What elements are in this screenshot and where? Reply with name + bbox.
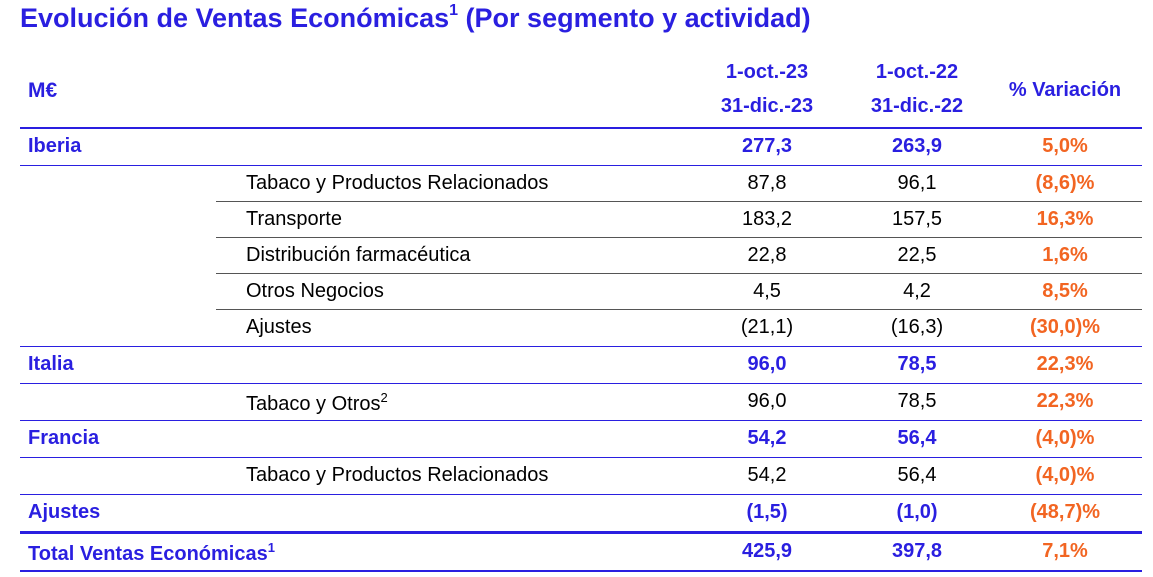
row-label-text: Distribución farmacéutica	[246, 244, 471, 266]
row-label-text: Tabaco y Productos Relacionados	[246, 172, 549, 194]
value-current: 425,9	[741, 540, 793, 562]
value-current: 183,2	[741, 208, 793, 230]
row-divider	[216, 237, 1142, 238]
title-text: Evolución de Ventas Económicas	[20, 3, 450, 33]
row-label-text: Total Ventas Económicas	[28, 543, 268, 565]
title-footnote-marker: 1	[449, 2, 459, 19]
value-prior: 96,1	[897, 172, 937, 194]
value-prior: 263,9	[891, 135, 943, 157]
value-prior: 78,5	[897, 353, 937, 375]
activity-row: Tabaco y Otros2 96,0 78,5 22,3%	[20, 384, 1142, 421]
value-variation: 22,3%	[1036, 390, 1094, 412]
row-label: Transporte	[246, 208, 342, 231]
value-prior: (16,3)	[890, 316, 944, 338]
row-label-text: Iberia	[28, 135, 82, 157]
activity-row: Transporte 183,2 157,5 16,3%	[20, 202, 1142, 238]
sales-table: M€ 1-oct.-23 31-dic.-23 1-oct.-22 31-dic…	[20, 55, 1142, 572]
row-label: Otros Negocios	[246, 280, 384, 303]
unit-label: M€	[28, 79, 58, 102]
row-label-text: Francia	[28, 427, 100, 449]
row-label-text: Ajustes	[28, 501, 101, 523]
period2-end: 31-dic.-22	[870, 95, 964, 117]
row-label-text: Tabaco y Productos Relacionados	[246, 464, 549, 486]
value-current: (1,5)	[746, 501, 788, 523]
row-label: Ajustes	[246, 316, 312, 339]
activity-row: Tabaco y Productos Relacionados 54,2 56,4 (…	[20, 458, 1142, 495]
value-current: 54,2	[747, 427, 787, 449]
value-prior: 78,5	[897, 390, 937, 412]
value-current: 96,0	[747, 353, 787, 375]
value-prior: 4,2	[903, 280, 931, 302]
row-label: Tabaco y Otros2	[246, 390, 388, 416]
value-variation: (30,0)%	[1029, 316, 1101, 338]
activity-row: Distribución farmacéutica 22,8 22,5 1,6%	[20, 238, 1142, 274]
value-variation: 5,0%	[1042, 135, 1088, 157]
value-prior: 397,8	[891, 540, 943, 562]
row-label: Italia	[28, 353, 74, 376]
row-label: Distribución farmacéutica	[246, 244, 471, 267]
variation-header: % Variación	[1008, 79, 1122, 101]
value-prior: 22,5	[897, 244, 937, 266]
row-label-text: Ajustes	[246, 316, 312, 338]
activity-row: Otros Negocios 4,5 4,2 8,5%	[20, 274, 1142, 310]
footnote-marker: 1	[267, 540, 275, 555]
value-variation: 7,1%	[1042, 540, 1088, 562]
value-current: 277,3	[741, 135, 793, 157]
segment-row: Iberia 277,3 263,9 5,0%	[20, 129, 1142, 166]
activity-row: Ajustes (21,1) (16,3) (30,0)%	[20, 310, 1142, 347]
value-variation: (4,0)%	[1035, 427, 1095, 449]
row-label: Iberia	[28, 135, 81, 158]
value-prior: 56,4	[897, 464, 937, 486]
row-label: Tabaco y Productos Relacionados	[246, 464, 548, 487]
value-current: 54,2	[747, 464, 787, 486]
row-label-text: Tabaco y Otros	[246, 393, 381, 415]
value-current: (21,1)	[740, 316, 794, 338]
table-header: M€ 1-oct.-23 31-dic.-23 1-oct.-22 31-dic…	[20, 55, 1142, 129]
value-current: 4,5	[753, 280, 781, 302]
segment-row: Total Ventas Económicas1 425,9 397,8 7,1%	[20, 532, 1142, 572]
row-divider	[216, 201, 1142, 202]
row-label: Total Ventas Económicas1	[28, 540, 275, 566]
row-divider	[216, 273, 1142, 274]
row-label: Francia	[28, 427, 99, 450]
value-prior: 56,4	[897, 427, 937, 449]
value-variation: (4,0)%	[1035, 464, 1095, 486]
row-label-text: Italia	[28, 353, 74, 375]
page-title: Evolución de Ventas Económicas1 (Por seg…	[20, 2, 811, 34]
footnote-marker: 2	[380, 390, 388, 405]
period1-end: 31-dic.-23	[720, 95, 814, 117]
row-label: Ajustes	[28, 501, 100, 524]
row-label-text: Transporte	[246, 208, 342, 230]
value-variation: (8,6)%	[1035, 172, 1095, 194]
value-prior: (1,0)	[896, 501, 938, 523]
period1-start: 1-oct.-23	[725, 61, 809, 83]
segment-row: Italia 96,0 78,5 22,3%	[20, 347, 1142, 384]
value-variation: 16,3%	[1036, 208, 1094, 230]
value-current: 22,8	[747, 244, 787, 266]
table-body: Iberia 277,3 263,9 5,0% Tabaco y Productos R…	[20, 129, 1142, 572]
value-variation: (48,7)%	[1029, 501, 1101, 523]
value-variation: 22,3%	[1036, 353, 1094, 375]
value-variation: 1,6%	[1042, 244, 1088, 266]
title-suffix: (Por segmento y actividad)	[458, 3, 811, 33]
segment-row: Ajustes (1,5) (1,0) (48,7)%	[20, 495, 1142, 532]
value-variation: 8,5%	[1042, 280, 1088, 302]
row-label: Tabaco y Productos Relacionados	[246, 172, 548, 195]
activity-row: Tabaco y Productos Relacionados 87,8 96,1 (…	[20, 166, 1142, 202]
segment-row: Francia 54,2 56,4 (4,0)%	[20, 421, 1142, 458]
period2-start: 1-oct.-22	[875, 61, 959, 83]
row-divider	[216, 309, 1142, 310]
value-current: 96,0	[747, 390, 787, 412]
value-current: 87,8	[747, 172, 787, 194]
value-prior: 157,5	[891, 208, 943, 230]
row-label-text: Otros Negocios	[246, 280, 384, 302]
